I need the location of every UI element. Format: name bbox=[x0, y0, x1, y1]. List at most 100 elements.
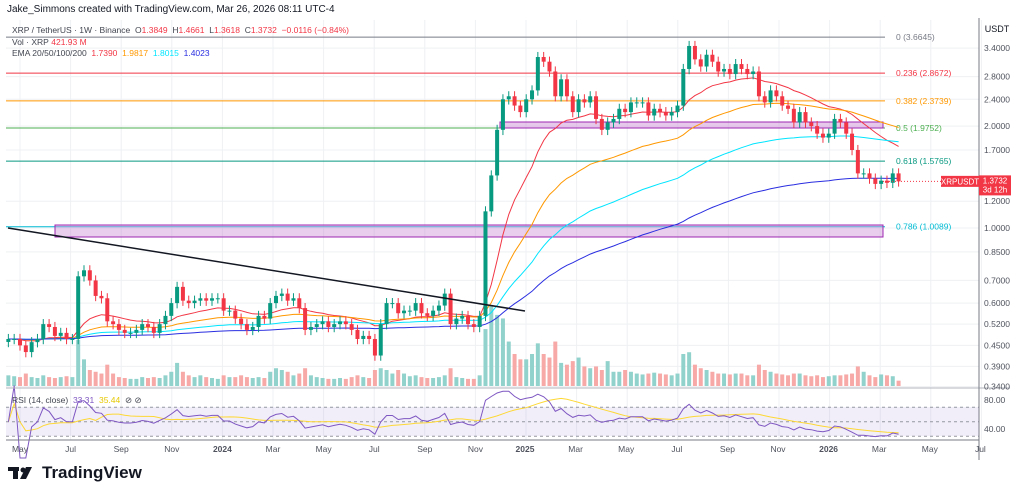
volume-bar bbox=[710, 371, 715, 386]
ema-lines bbox=[8, 77, 899, 342]
volume-bar bbox=[483, 329, 488, 386]
volume-bar bbox=[314, 377, 319, 386]
time-tick: Mar bbox=[266, 444, 281, 454]
candle-body bbox=[530, 90, 535, 100]
symbol-legend[interactable]: XRP / TetherUS · 1W · Binance O1.3849 H1… bbox=[12, 25, 349, 37]
candle-body bbox=[844, 122, 849, 134]
time-axis[interactable]: May Jul Sep Nov 2024 Mar May Jul Sep Nov 2025 Mar Ma… bbox=[12, 444, 986, 454]
fibonacci-retracement[interactable]: 0 (3.6645) 0.236 (2.8672) 0.382 (2.3739) 0.… bbox=[6, 32, 951, 232]
volume-bar bbox=[140, 377, 145, 386]
ema20-line bbox=[8, 77, 899, 342]
ema-legend[interactable]: EMA 20/50/100/200 1.7390 1.9817 1.8015 1… bbox=[12, 48, 349, 60]
candle-body bbox=[570, 96, 575, 113]
volume-bar bbox=[826, 376, 831, 386]
candle-body bbox=[332, 324, 337, 327]
currency-label[interactable]: USDT bbox=[985, 24, 1010, 34]
volume-bar bbox=[739, 373, 744, 386]
volume-bar bbox=[611, 371, 616, 386]
candle-body bbox=[361, 335, 366, 339]
volume-bar bbox=[291, 375, 296, 386]
candle-body bbox=[338, 321, 343, 325]
candle-body bbox=[896, 173, 901, 182]
candle-body bbox=[390, 303, 395, 305]
candle-body bbox=[18, 338, 22, 346]
candle-body bbox=[756, 71, 761, 97]
price-axis[interactable]: 3.4000 2.8000 2.4000 2.0000 1.7000 1.2000 1.00… bbox=[984, 43, 1010, 434]
candle-body bbox=[198, 298, 203, 301]
price-chart[interactable]: 0 (3.6645) 0.236 (2.8672) 0.382 (2.3739) 0.… bbox=[0, 0, 1024, 460]
volume-bar bbox=[425, 378, 430, 386]
volume-bar bbox=[751, 375, 756, 386]
candle-body bbox=[681, 68, 686, 106]
volume-bar bbox=[297, 373, 302, 386]
volume-bar bbox=[477, 375, 482, 386]
trendline[interactable] bbox=[7, 227, 526, 312]
candle-body bbox=[128, 332, 133, 334]
candle-body bbox=[180, 286, 185, 301]
volume-bar bbox=[35, 378, 40, 386]
candle-body bbox=[151, 326, 156, 333]
candle-body bbox=[832, 118, 837, 134]
volume-bar bbox=[599, 370, 604, 386]
volume-bar bbox=[396, 370, 401, 386]
volume-legend[interactable]: Vol · XRP 421.93 M bbox=[12, 37, 349, 49]
volume-bar bbox=[506, 341, 511, 386]
volume-bar bbox=[279, 370, 284, 386]
candle-body bbox=[64, 332, 69, 339]
candle-body bbox=[233, 310, 238, 319]
volume-bar bbox=[372, 370, 377, 386]
candle-body bbox=[402, 310, 407, 314]
candle-body bbox=[93, 280, 98, 296]
support-zone-0786[interactable] bbox=[54, 224, 884, 238]
volume-bar bbox=[76, 339, 81, 386]
volume-bar bbox=[436, 377, 441, 386]
candle-body bbox=[675, 105, 680, 113]
candle-body bbox=[384, 303, 389, 325]
ema100-value: 1.8015 bbox=[152, 48, 179, 58]
candle-body bbox=[256, 315, 261, 327]
price-tick: 0.3400 bbox=[984, 382, 1010, 392]
candle-body bbox=[471, 324, 476, 327]
candle-body bbox=[634, 102, 639, 104]
volume-bar bbox=[18, 377, 22, 386]
volume-bar bbox=[832, 375, 837, 386]
volume-bar bbox=[663, 374, 668, 386]
volume-bar bbox=[687, 352, 692, 386]
candle-body bbox=[396, 303, 401, 314]
candle-body bbox=[698, 59, 703, 67]
candle-body bbox=[553, 71, 558, 97]
candle-body bbox=[442, 293, 447, 306]
candle-body bbox=[250, 326, 255, 330]
candle-body bbox=[274, 295, 279, 304]
price-tick: 3.4000 bbox=[984, 43, 1010, 53]
volume-bar bbox=[442, 375, 447, 386]
resistance-zone-05[interactable] bbox=[499, 121, 884, 129]
volume-bar bbox=[227, 377, 232, 386]
volume-bar bbox=[460, 378, 465, 386]
volume-bar bbox=[500, 318, 505, 386]
candle-body bbox=[52, 326, 57, 336]
candle-body bbox=[378, 324, 383, 356]
volume-bar bbox=[303, 368, 308, 386]
candle-body bbox=[367, 335, 372, 339]
volume-bar bbox=[180, 371, 185, 386]
low-value: 1.3618 bbox=[213, 25, 240, 35]
volume-bar bbox=[692, 364, 697, 386]
candle-body bbox=[855, 149, 860, 174]
volume-bar bbox=[797, 373, 802, 386]
candle-body bbox=[122, 329, 127, 333]
rsi-legend[interactable]: RSI (14, close) 33.31 35.44 ⊘ ⊘ bbox=[12, 395, 142, 406]
volume-bar bbox=[285, 371, 290, 386]
volume-bar bbox=[122, 378, 127, 386]
ema-label: EMA 20/50/100/200 bbox=[12, 48, 87, 58]
candle-body bbox=[541, 57, 546, 62]
tradingview-logo[interactable]: TradingView bbox=[8, 463, 142, 483]
candle-body bbox=[879, 180, 884, 184]
candle-body bbox=[244, 324, 249, 330]
volume-bar bbox=[384, 370, 389, 386]
time-tick: May bbox=[618, 444, 635, 454]
volume-bar bbox=[431, 378, 436, 386]
candles bbox=[6, 40, 901, 361]
candle-body bbox=[559, 79, 564, 97]
ema20-value: 1.7390 bbox=[91, 48, 118, 58]
